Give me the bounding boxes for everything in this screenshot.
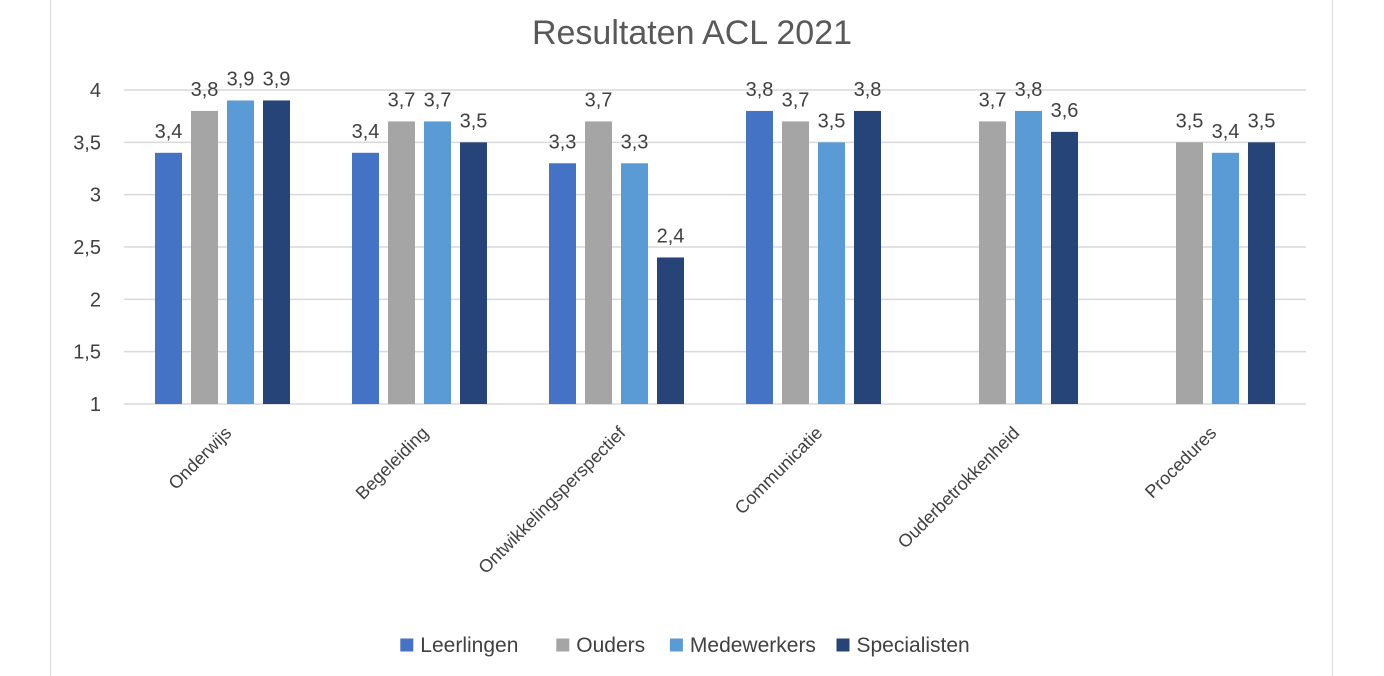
legend-label-ouders: Ouders — [576, 634, 645, 657]
bar-specialisten-procedures — [1248, 142, 1275, 405]
y-axis-ticks: 4 3,5 3 2,5 2 1,5 1 — [73, 80, 101, 416]
data-label: 3,3 — [549, 131, 577, 153]
data-label: 3,5 — [460, 110, 488, 132]
legend-swatch-specialisten — [836, 638, 850, 652]
x-tick-label: Procedures — [1141, 423, 1220, 502]
bar-ouders-ontwikkelingsperspectief — [585, 121, 612, 405]
bar-leerlingen-begeleiding — [352, 152, 379, 404]
x-tick-label: Ouderbetrokkenheid — [894, 423, 1023, 552]
data-label: 3,4 — [155, 121, 183, 143]
chart-title: Resultaten ACL 2021 — [532, 14, 852, 52]
data-label: 3,3 — [621, 131, 649, 153]
bar-ouders-onderwijs — [191, 110, 218, 404]
bar-specialisten-begeleiding — [460, 142, 487, 405]
legend-label-leerlingen: Leerlingen — [420, 634, 518, 657]
data-label: 2,4 — [657, 225, 685, 247]
bar-leerlingen-communicatie — [746, 110, 773, 404]
data-label: 3,5 — [818, 110, 846, 132]
x-axis-ticks: Onderwijs Begeleiding Ontwikkelingsperspec… — [165, 422, 1221, 578]
data-label: 3,8 — [746, 79, 774, 101]
y-tick-label: 1 — [90, 394, 101, 416]
legend: Leerlingen Ouders Medewerkers Specialisten — [400, 634, 970, 657]
bar-specialisten-ontwikkelingsperspectief — [657, 257, 684, 404]
gridlines — [124, 89, 1306, 405]
y-tick-label: 3,5 — [73, 132, 101, 154]
legend-swatch-medewerkers — [669, 638, 683, 652]
x-tick-label: Communicatie — [731, 423, 826, 518]
data-label: 3,9 — [227, 68, 255, 90]
bar-medewerkers-onderwijs — [227, 100, 254, 404]
x-tick-label: Begeleiding — [352, 423, 433, 504]
y-tick-label: 4 — [90, 80, 101, 102]
legend-swatch-ouders — [556, 638, 570, 652]
legend-swatch-leerlingen — [400, 638, 414, 652]
bar-specialisten-ouderbetrokkenheid — [1051, 131, 1078, 404]
data-label: 3,8 — [1015, 79, 1043, 101]
data-label: 3,6 — [1051, 100, 1079, 122]
data-labels: 3,4 3,8 3,9 3,9 3,4 3,7 3,7 3,5 3,3 3,7 3,3 2,4 3,8 3… — [155, 68, 1276, 247]
chart-frame: Resultaten ACL 2021 4 3,5 3 2,5 2 1,5 1 3,4 3,8… — [50, 0, 1333, 676]
bar-leerlingen-onderwijs — [155, 152, 182, 404]
data-label: 3,7 — [979, 89, 1007, 111]
data-label: 3,8 — [191, 79, 219, 101]
y-tick-label: 2,5 — [73, 237, 101, 259]
y-tick-label: 1,5 — [73, 342, 101, 364]
data-label: 3,5 — [1176, 110, 1204, 132]
bar-medewerkers-procedures — [1212, 152, 1239, 404]
x-tick-label: Onderwijs — [165, 423, 236, 494]
bar-ouders-ouderbetrokkenheid — [979, 121, 1006, 405]
legend-label-medewerkers: Medewerkers — [690, 634, 816, 657]
bar-specialisten-onderwijs — [263, 100, 290, 404]
bar-specialisten-communicatie — [854, 110, 881, 404]
bar-ouders-begeleiding — [388, 121, 415, 405]
data-label: 3,7 — [782, 89, 810, 111]
bar-medewerkers-ouderbetrokkenheid — [1015, 110, 1042, 404]
bar-medewerkers-communicatie — [818, 142, 845, 405]
bar-ouders-procedures — [1176, 142, 1203, 405]
bar-leerlingen-ontwikkelingsperspectief — [549, 163, 576, 404]
bars — [155, 100, 1275, 405]
bar-chart: Resultaten ACL 2021 4 3,5 3 2,5 2 1,5 1 3,4 3,8… — [73, 14, 1306, 657]
y-tick-label: 2 — [90, 289, 101, 311]
data-label: 3,7 — [424, 89, 452, 111]
x-tick-label: Ontwikkelingsperspectief — [474, 422, 630, 578]
data-label: 3,8 — [854, 79, 882, 101]
data-label: 3,7 — [388, 89, 416, 111]
legend-label-specialisten: Specialisten — [857, 634, 970, 657]
y-tick-label: 3 — [90, 185, 101, 207]
data-label: 3,5 — [1248, 110, 1276, 132]
bar-medewerkers-begeleiding — [424, 121, 451, 405]
data-label: 3,7 — [585, 89, 613, 111]
data-label: 3,4 — [352, 121, 380, 143]
data-label: 3,9 — [263, 68, 291, 90]
data-label: 3,4 — [1212, 121, 1240, 143]
bar-medewerkers-ontwikkelingsperspectief — [621, 163, 648, 404]
bar-ouders-communicatie — [782, 121, 809, 405]
